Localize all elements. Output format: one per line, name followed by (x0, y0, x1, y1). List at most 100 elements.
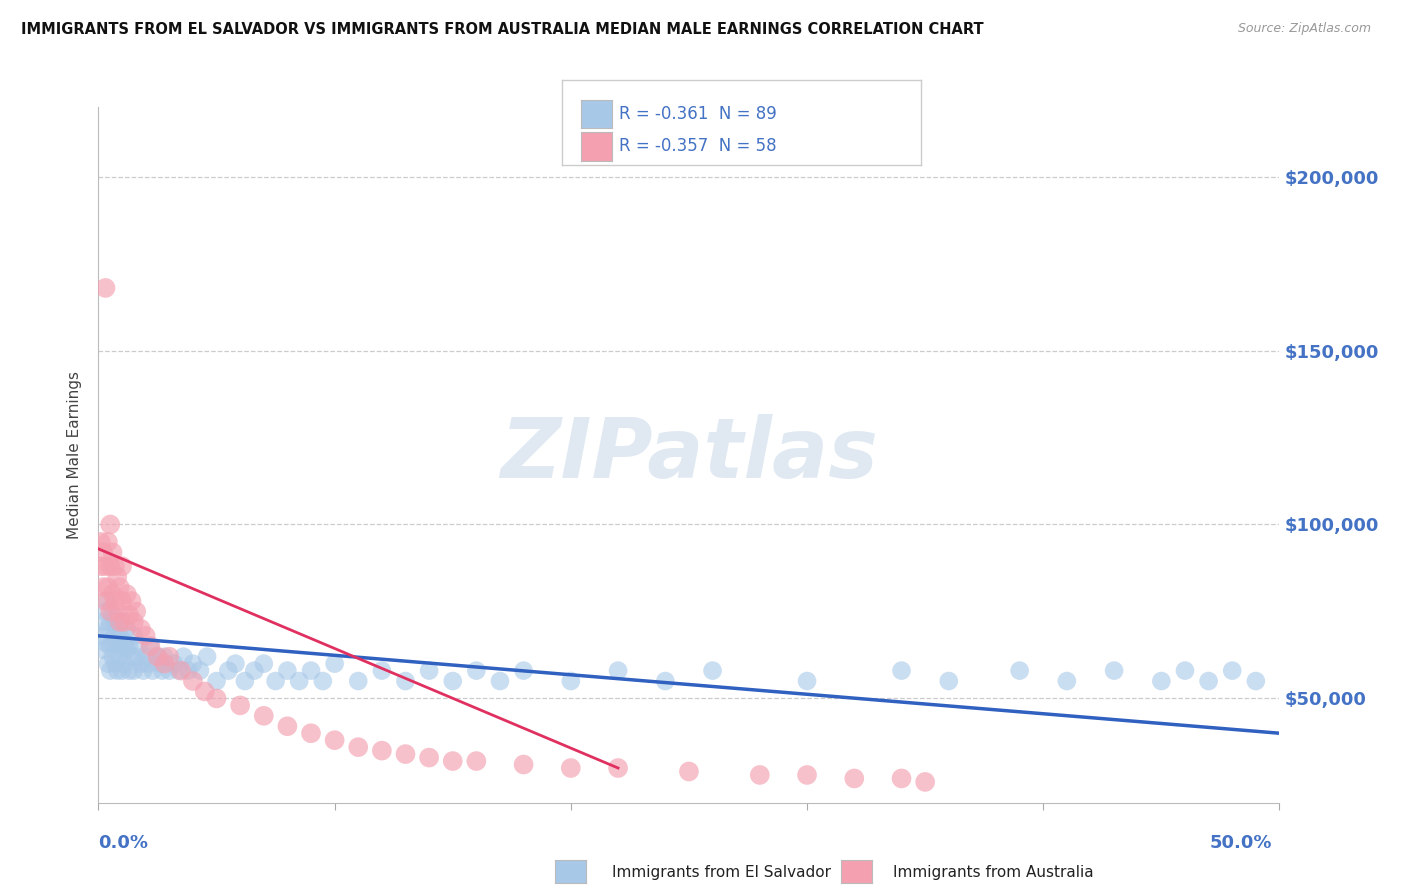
Point (276, 719, 298, 733)
Point (108, 629, 131, 643)
Text: R = -0.361  N = 89: R = -0.361 N = 89 (619, 105, 776, 123)
Point (90, 534, 112, 549)
Point (844, 772, 866, 786)
Point (205, 674, 228, 689)
Point (105, 664, 128, 678)
Point (97, 594, 120, 608)
Point (890, 664, 912, 678)
Point (607, 664, 630, 678)
Point (91, 642, 114, 657)
Point (253, 657, 276, 671)
Point (146, 649, 169, 664)
Point (98, 615, 121, 629)
Point (702, 664, 724, 678)
Point (157, 649, 180, 664)
Point (299, 664, 322, 678)
Text: 0.0%: 0.0% (98, 834, 149, 852)
Point (233, 674, 256, 689)
Point (101, 545, 124, 559)
Point (748, 768, 770, 782)
Point (312, 674, 335, 689)
Point (243, 664, 266, 678)
Point (890, 772, 912, 786)
Point (607, 761, 630, 775)
Point (97, 580, 120, 594)
Point (153, 657, 176, 671)
Point (105, 639, 128, 653)
Point (149, 657, 172, 671)
Point (1220, 664, 1243, 678)
Point (224, 657, 246, 671)
Point (101, 587, 124, 601)
Point (97, 622, 120, 636)
Point (122, 629, 145, 643)
Point (108, 649, 131, 664)
Point (177, 664, 200, 678)
Point (121, 649, 143, 664)
Point (153, 649, 176, 664)
Point (128, 639, 150, 653)
Point (91, 615, 114, 629)
Y-axis label: Median Male Earnings: Median Male Earnings (67, 371, 83, 539)
Point (167, 664, 190, 678)
Point (97, 534, 120, 549)
Point (188, 664, 211, 678)
Point (418, 750, 440, 764)
Point (104, 615, 127, 629)
Point (125, 605, 148, 619)
Point (512, 664, 534, 678)
Point (112, 615, 135, 629)
Point (1150, 674, 1173, 689)
Point (146, 649, 169, 664)
Point (97, 657, 120, 671)
Point (323, 657, 346, 671)
Point (418, 664, 440, 678)
Text: Immigrants from Australia: Immigrants from Australia (893, 865, 1094, 880)
Point (217, 664, 239, 678)
Point (111, 559, 134, 574)
Point (94, 559, 117, 574)
Point (118, 607, 141, 622)
Point (111, 639, 134, 653)
Point (105, 570, 128, 584)
Point (323, 733, 346, 747)
Point (118, 639, 141, 653)
Point (163, 657, 186, 671)
Point (371, 744, 394, 758)
Text: R = -0.357  N = 58: R = -0.357 N = 58 (619, 137, 776, 155)
Point (135, 649, 157, 664)
Point (121, 594, 143, 608)
Point (118, 664, 141, 678)
Point (94, 605, 117, 619)
Point (1056, 674, 1078, 689)
Point (91, 545, 114, 559)
Text: Source: ZipAtlas.com: Source: ZipAtlas.com (1237, 22, 1371, 36)
Point (394, 747, 416, 761)
Point (91, 580, 114, 594)
Point (98, 559, 121, 574)
Point (136, 657, 159, 671)
Point (288, 674, 311, 689)
Point (489, 674, 512, 689)
Point (115, 622, 138, 636)
Text: 50.0%: 50.0% (1211, 834, 1272, 852)
Point (441, 674, 464, 689)
Point (115, 587, 138, 601)
Point (276, 664, 298, 678)
Point (181, 657, 204, 671)
Point (347, 740, 370, 755)
Point (94, 636, 117, 650)
Point (98, 605, 121, 619)
Point (170, 664, 193, 678)
Point (1102, 664, 1125, 678)
Point (90, 559, 112, 574)
Point (512, 757, 534, 772)
Point (914, 775, 936, 789)
Point (150, 664, 173, 678)
Point (194, 684, 217, 698)
Point (347, 674, 370, 689)
Point (111, 615, 134, 629)
Point (111, 594, 134, 608)
Point (371, 664, 394, 678)
Point (122, 615, 145, 629)
